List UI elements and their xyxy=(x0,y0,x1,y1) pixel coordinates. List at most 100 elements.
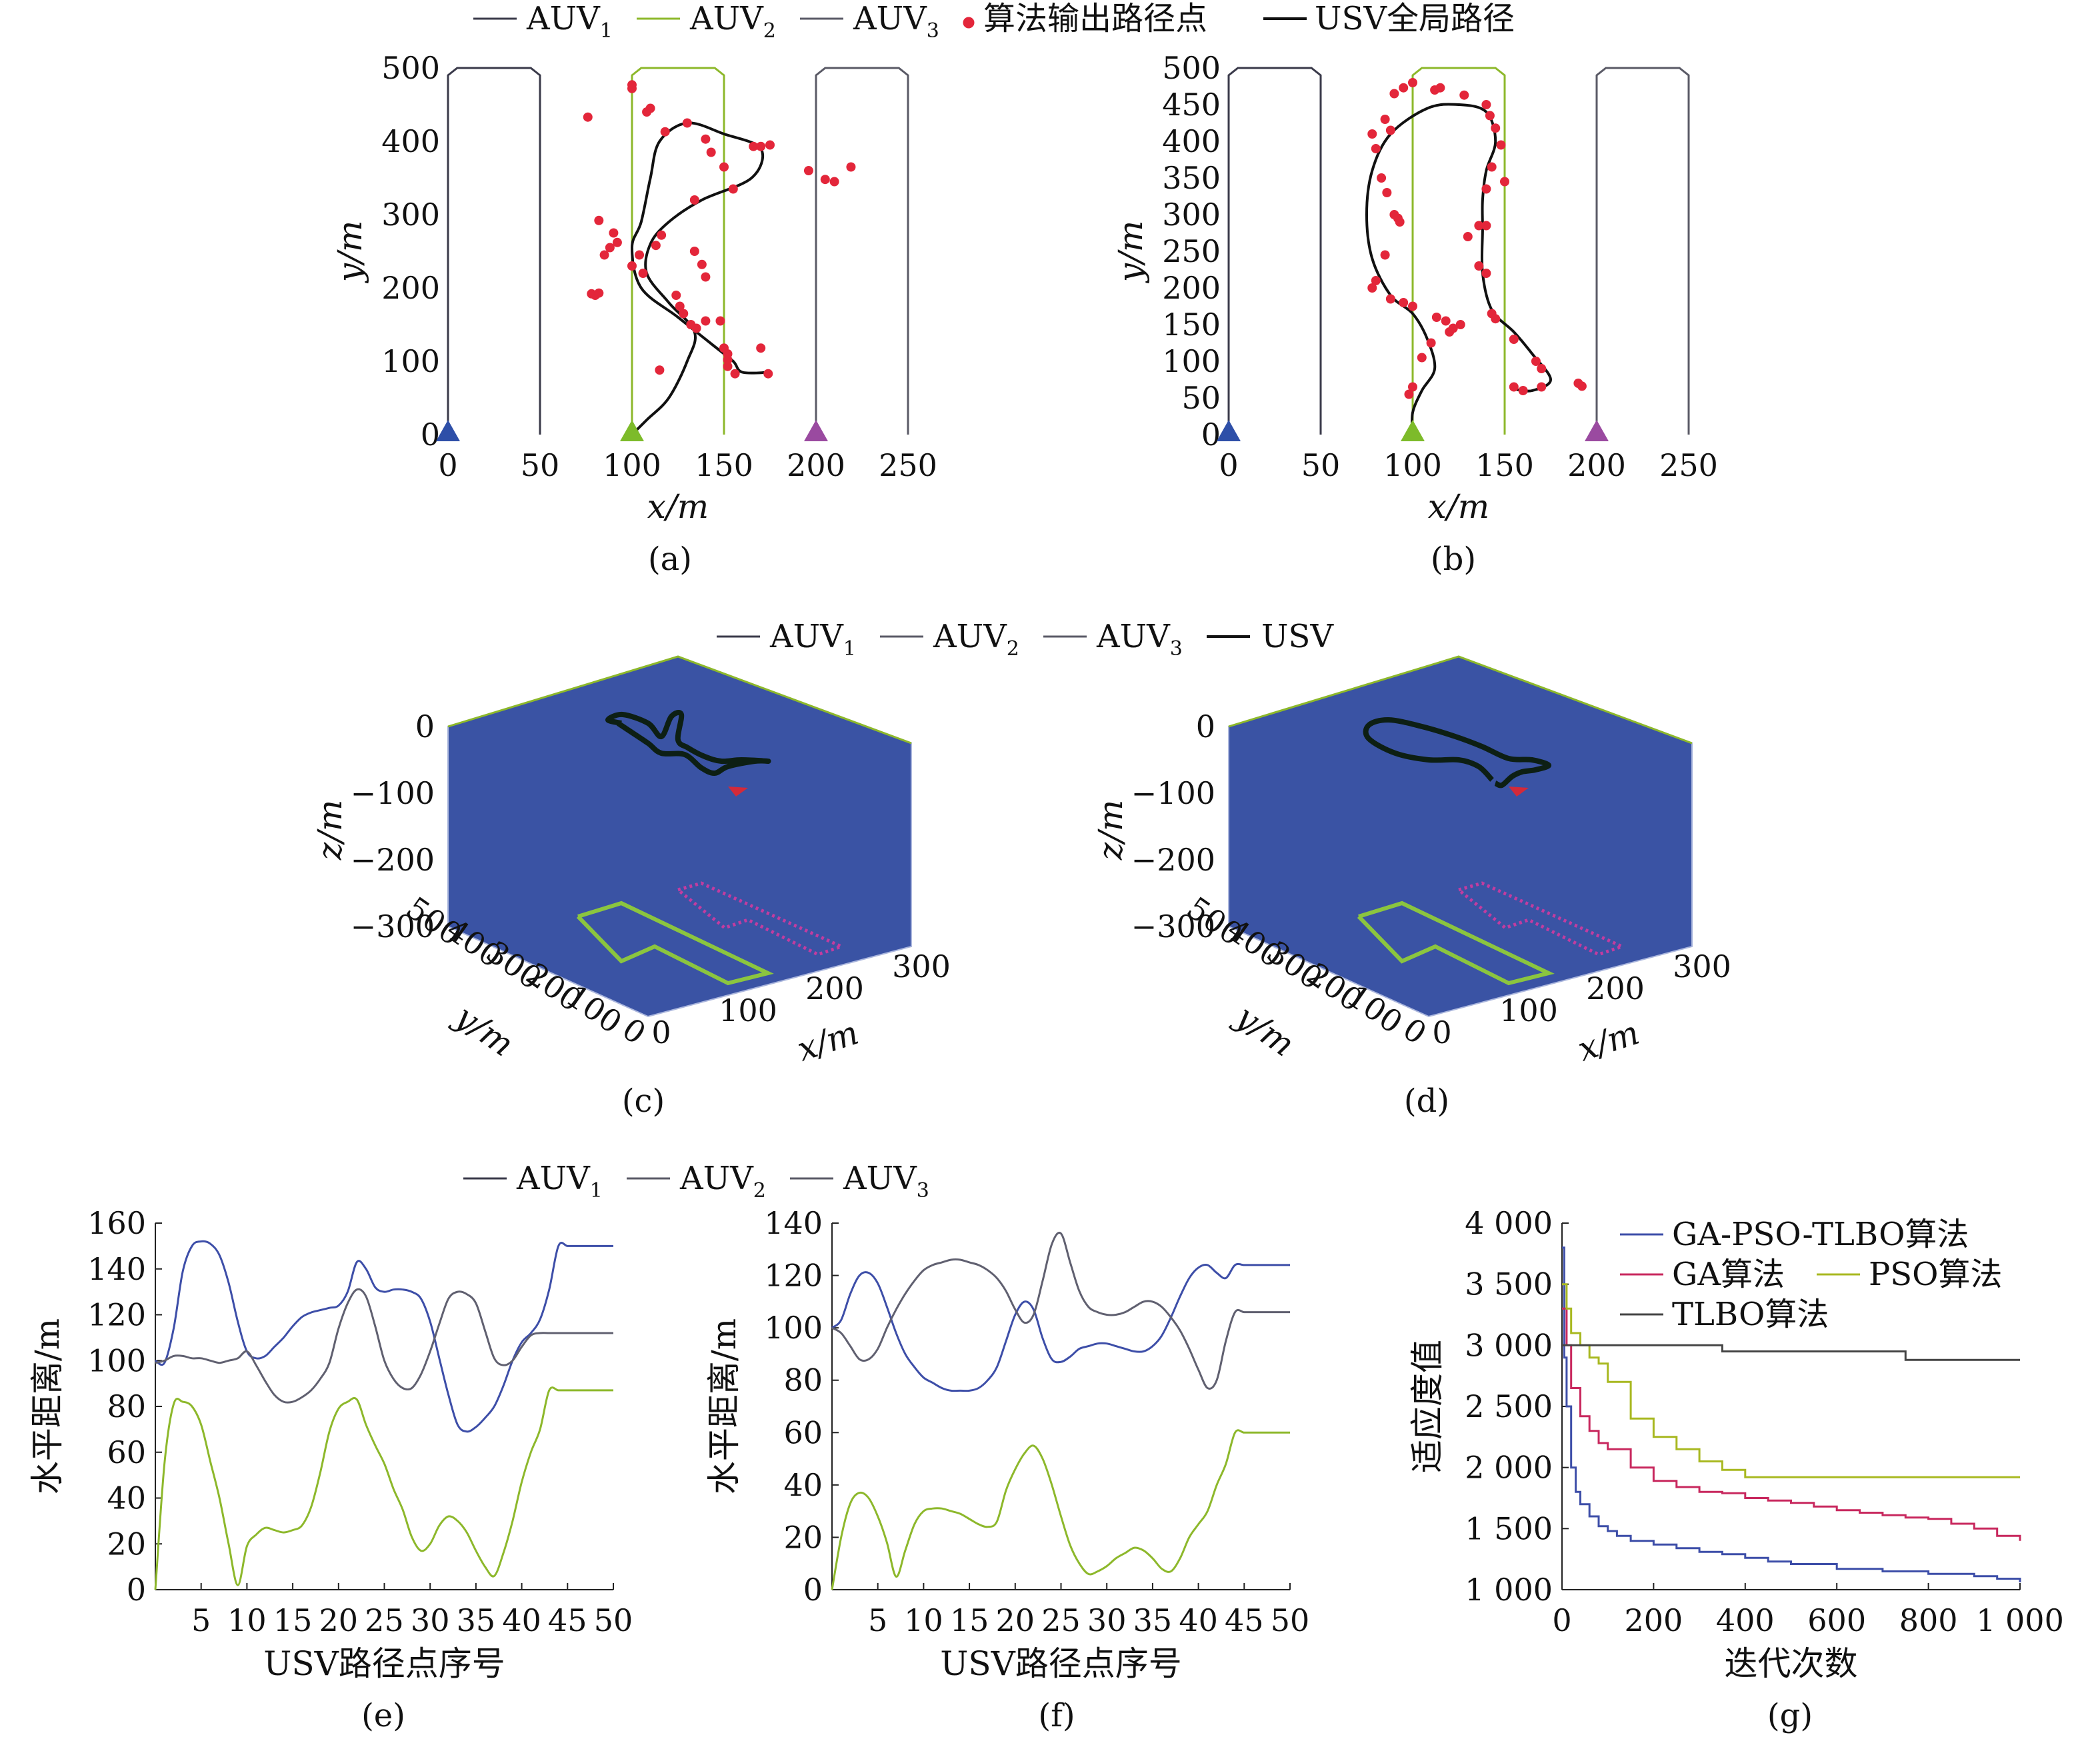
output-waypoint xyxy=(1491,123,1501,133)
output-waypoint xyxy=(1389,89,1399,99)
output-waypoint xyxy=(651,241,661,251)
xtick-label-f: 15 xyxy=(950,1602,989,1638)
xtick-label-c: 300 xyxy=(892,948,951,984)
output-waypoint xyxy=(1459,90,1469,100)
xtick-label-b: 0 xyxy=(1219,447,1238,483)
ytick-label-f: 100 xyxy=(764,1310,823,1346)
auv-path-3 xyxy=(815,67,909,435)
ytick-label-g: 4 000 xyxy=(1465,1205,1553,1241)
legend-ab-usv: USV全局路径 xyxy=(1315,0,1515,37)
output-waypoint xyxy=(1500,177,1509,187)
auv-start-marker-2 xyxy=(1401,420,1425,441)
ztick-label-d: −100 xyxy=(1131,775,1215,811)
ytick-label-b: 200 xyxy=(1162,270,1221,306)
ytick-label-b: 0 xyxy=(1201,417,1221,453)
output-waypoint xyxy=(829,177,839,187)
output-waypoint xyxy=(756,141,766,151)
ztick-label-c: 0 xyxy=(415,709,435,745)
auv-start-marker-3 xyxy=(804,420,828,441)
caption-g: (g) xyxy=(1767,1697,1813,1734)
series-AUV2 xyxy=(154,1386,613,1590)
output-waypoint xyxy=(675,301,685,311)
legend-cd-auv1: AUV1 xyxy=(769,618,856,661)
output-waypoint xyxy=(1481,221,1491,231)
legend-ab-points: 算法输出路径点 xyxy=(983,0,1207,37)
series-AUV1 xyxy=(155,1240,613,1433)
ytick-label-a: 100 xyxy=(381,343,440,379)
zaxis-label-d: z/m xyxy=(1091,800,1130,861)
output-waypoint xyxy=(723,355,733,365)
ytick-label-b: 500 xyxy=(1162,50,1221,86)
output-waypoint xyxy=(1481,269,1491,278)
xtick-label-c: 200 xyxy=(805,970,864,1006)
xaxis-label-e: USV路径点序号 xyxy=(263,1644,505,1683)
output-waypoint xyxy=(1474,221,1484,231)
output-waypoint xyxy=(701,272,711,282)
ytick-label-b: 350 xyxy=(1162,160,1221,196)
output-waypoint xyxy=(1577,381,1587,391)
ytick-label-a: 500 xyxy=(381,50,440,86)
series-TLBO算法 xyxy=(1562,1344,2020,1361)
xtick-label-c: 100 xyxy=(719,992,777,1028)
yaxis-label-c: y/m xyxy=(447,996,521,1064)
ztick-label-c: −200 xyxy=(351,842,435,878)
usv-start-marker xyxy=(1509,787,1529,797)
auv-start-marker-1 xyxy=(1217,420,1241,441)
ytick-label-g: 3 000 xyxy=(1465,1327,1553,1363)
ytick-label-a: 300 xyxy=(381,197,440,233)
output-waypoint xyxy=(1399,298,1409,307)
legend-g-label-1: GA算法 xyxy=(1672,1256,1785,1293)
ytick-label-f: 20 xyxy=(783,1519,823,1555)
ztick-label-d: −200 xyxy=(1131,842,1215,878)
xtick-label-e: 35 xyxy=(457,1602,496,1638)
ytick-label-f: 80 xyxy=(783,1362,823,1398)
xtick-label-c: 0 xyxy=(651,1014,671,1050)
output-waypoint xyxy=(1485,111,1495,121)
yaxis-label-e: 水平距离/m xyxy=(28,1318,67,1494)
output-waypoint xyxy=(715,316,725,326)
zaxis-label-c: z/m xyxy=(311,800,349,861)
output-waypoint xyxy=(1408,301,1417,311)
xtick-label-f: 25 xyxy=(1041,1602,1081,1638)
auv-start-marker-1 xyxy=(436,420,460,441)
xtick-label-a: 50 xyxy=(521,447,560,483)
auv2-seabed-path xyxy=(576,900,774,986)
xtick-label-e: 20 xyxy=(319,1602,359,1638)
output-waypoint xyxy=(627,261,637,271)
ytick-label-b: 50 xyxy=(1181,380,1221,416)
ytick-label-g: 1 000 xyxy=(1465,1572,1553,1608)
output-waypoint xyxy=(1417,353,1427,363)
output-waypoint xyxy=(719,162,729,172)
xtick-label-d: 300 xyxy=(1673,948,1731,984)
ytick-label-b: 250 xyxy=(1162,233,1221,269)
output-waypoint xyxy=(1531,357,1541,366)
auv3-seabed-path xyxy=(1457,881,1627,956)
output-waypoint xyxy=(645,103,655,113)
output-waypoint xyxy=(730,369,740,379)
ytick-label-a: 200 xyxy=(381,270,440,306)
output-waypoint xyxy=(657,230,667,240)
output-waypoint xyxy=(1426,338,1436,348)
caption-c: (c) xyxy=(622,1082,665,1120)
xtick-label-d: 200 xyxy=(1586,970,1645,1006)
legend-cd-auv3: AUV3 xyxy=(1096,618,1183,661)
xtick-label-e: 10 xyxy=(227,1602,267,1638)
output-waypoint xyxy=(1509,382,1519,392)
output-waypoint xyxy=(609,228,619,238)
auv-start-marker-2 xyxy=(620,420,644,441)
output-waypoint xyxy=(1431,313,1441,322)
output-waypoint xyxy=(723,361,733,371)
xtick-label-f: 45 xyxy=(1225,1602,1264,1638)
yaxis-label-g: 适应度值 xyxy=(1408,1340,1447,1473)
panel-d: 0−100−200−300z/m0100200300x/m01002003004… xyxy=(1091,655,1731,1069)
output-waypoint xyxy=(1385,294,1395,304)
output-waypoint xyxy=(728,184,738,194)
series-AUV1 xyxy=(831,1262,1290,1392)
output-waypoint xyxy=(583,112,593,122)
series-GA-PSO-TLBO算法 xyxy=(1562,1246,2021,1582)
legend-ef-auv2: AUV2 xyxy=(679,1160,766,1202)
yaxis-label-b: y/m xyxy=(1111,221,1150,284)
xaxis-label-b: x/m xyxy=(1428,487,1489,526)
ytick-label-e: 0 xyxy=(127,1572,146,1608)
output-waypoint xyxy=(1380,115,1390,124)
